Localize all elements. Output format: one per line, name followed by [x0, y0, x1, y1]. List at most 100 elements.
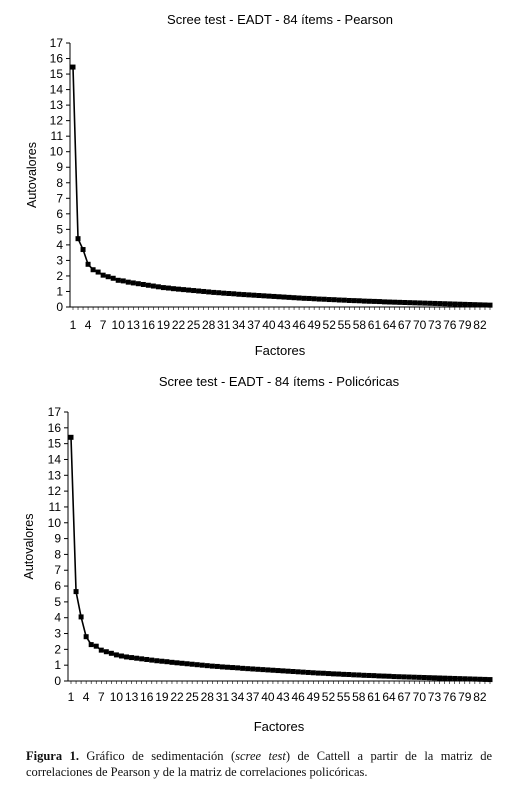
- data-point: [270, 667, 276, 673]
- data-point: [184, 661, 190, 667]
- x-tick-label: 28: [201, 690, 215, 704]
- data-point: [160, 285, 166, 291]
- data-point: [149, 657, 155, 663]
- data-point: [356, 298, 362, 304]
- x-tick-label: 55: [338, 318, 352, 332]
- x-tick-label: 52: [322, 690, 336, 704]
- data-point: [291, 295, 297, 301]
- data-point: [209, 663, 215, 669]
- y-tick-label: 5: [54, 595, 61, 609]
- data-point: [311, 296, 317, 302]
- x-tick-label: 49: [307, 690, 321, 704]
- data-point: [336, 297, 342, 303]
- data-point: [260, 667, 266, 673]
- y-axis-label: Autovalores: [22, 513, 36, 579]
- data-point: [416, 674, 422, 680]
- data-point: [331, 671, 337, 677]
- scree-chart-policoricas: Scree test - EADT - 84 ítems - Policóric…: [22, 374, 493, 734]
- data-point: [134, 655, 140, 661]
- x-tick-label: 58: [353, 318, 367, 332]
- data-point: [426, 675, 432, 681]
- data-point: [321, 296, 327, 302]
- y-tick-label: 15: [48, 437, 62, 451]
- x-tick-label: 43: [277, 318, 291, 332]
- y-tick-label: 10: [48, 516, 62, 530]
- y-tick-label: 14: [48, 452, 62, 466]
- data-point: [70, 64, 76, 70]
- data-point: [276, 294, 282, 300]
- x-tick-label: 34: [232, 318, 246, 332]
- data-point: [487, 302, 493, 308]
- data-point: [285, 668, 291, 674]
- y-tick-label: 3: [56, 253, 63, 267]
- data-point: [310, 670, 316, 676]
- data-point: [266, 293, 272, 299]
- data-point: [206, 289, 212, 295]
- data-point: [236, 291, 242, 297]
- data-point: [201, 288, 207, 294]
- data-point: [381, 673, 387, 679]
- data-point: [115, 277, 121, 283]
- data-point: [169, 659, 175, 665]
- x-tick-label: 61: [368, 318, 382, 332]
- data-point: [124, 654, 130, 660]
- data-point: [467, 676, 473, 682]
- y-tick-label: 8: [56, 176, 63, 190]
- y-tick-label: 3: [54, 627, 61, 641]
- data-point: [407, 300, 413, 306]
- data-point: [366, 672, 372, 678]
- x-tick-label: 22: [170, 690, 184, 704]
- data-point: [204, 663, 210, 669]
- data-point: [150, 283, 156, 289]
- x-tick-label: 7: [98, 690, 105, 704]
- data-point: [103, 649, 109, 655]
- data-point: [194, 662, 200, 668]
- data-point: [145, 282, 151, 288]
- x-tick-label: 28: [202, 318, 216, 332]
- data-point: [452, 301, 458, 307]
- y-tick-label: 12: [48, 484, 62, 498]
- y-tick-label: 7: [54, 563, 61, 577]
- data-point: [392, 299, 398, 305]
- y-tick-label: 1: [54, 658, 61, 672]
- x-tick-label: 37: [246, 690, 260, 704]
- data-point: [336, 671, 342, 677]
- data-point: [246, 292, 252, 298]
- data-point: [159, 658, 165, 664]
- data-point: [301, 295, 307, 301]
- data-point: [245, 666, 251, 672]
- data-point: [75, 236, 81, 242]
- data-point: [381, 299, 387, 305]
- data-point: [231, 291, 237, 297]
- x-axis-label: Factores: [255, 343, 306, 358]
- y-tick-label: 0: [54, 674, 61, 688]
- data-point: [281, 294, 287, 300]
- y-tick-label: 8: [54, 547, 61, 561]
- data-point: [179, 660, 185, 666]
- data-point: [155, 284, 161, 290]
- data-point: [255, 666, 261, 672]
- data-point: [164, 659, 170, 665]
- data-point: [68, 434, 74, 440]
- data-point: [482, 302, 488, 308]
- data-point: [144, 656, 150, 662]
- x-tick-label: 46: [291, 690, 305, 704]
- data-point: [351, 672, 357, 678]
- x-tick-label: 19: [157, 318, 171, 332]
- data-point: [457, 676, 463, 682]
- data-point: [224, 664, 230, 670]
- data-point: [118, 653, 124, 659]
- data-point: [315, 670, 321, 676]
- data-point: [447, 301, 453, 307]
- data-point: [216, 290, 222, 296]
- x-tick-label: 22: [172, 318, 186, 332]
- data-point: [442, 301, 448, 307]
- data-point: [447, 675, 453, 681]
- data-point: [280, 668, 286, 674]
- data-point: [275, 668, 281, 674]
- x-tick-label: 49: [307, 318, 321, 332]
- data-point: [219, 664, 225, 670]
- data-point: [431, 675, 437, 681]
- y-tick-label: 4: [54, 611, 61, 625]
- data-point: [412, 300, 418, 306]
